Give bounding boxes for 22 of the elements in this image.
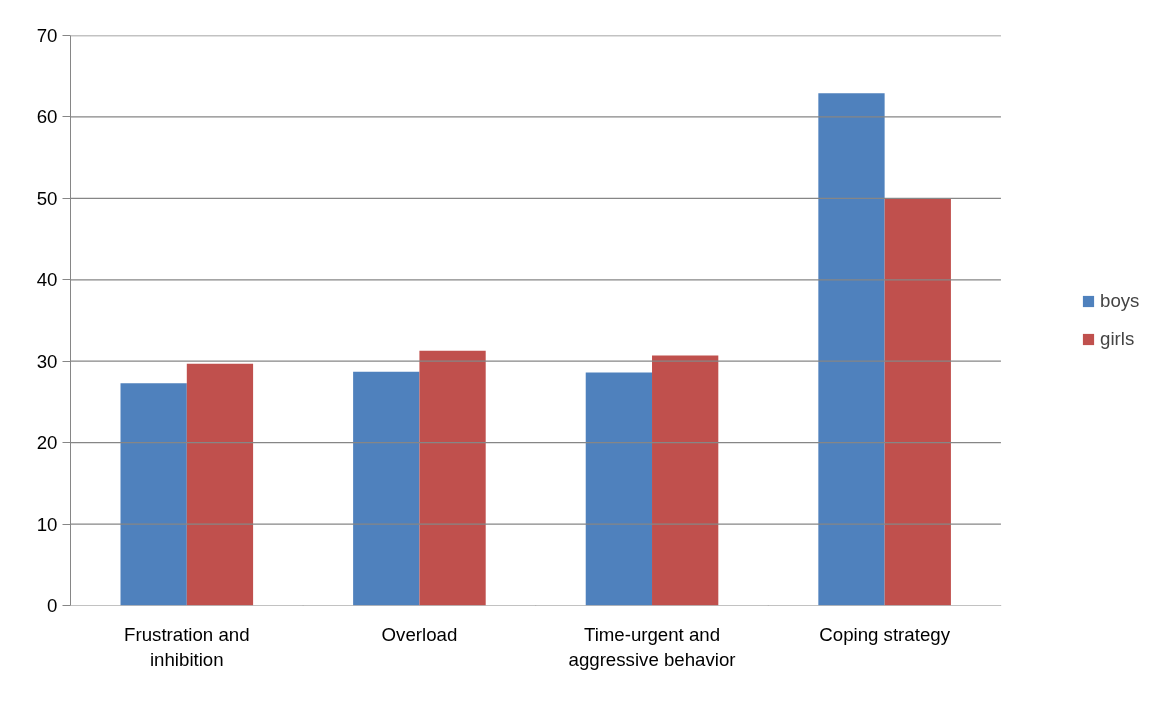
- y-tick-label: 20: [36, 432, 58, 454]
- legend-label: boys: [1100, 290, 1140, 312]
- y-tick-label: 30: [36, 350, 58, 372]
- bar: [186, 363, 254, 606]
- y-tick-label: 10: [36, 513, 58, 535]
- y-tick-label: 60: [36, 106, 58, 128]
- bar: [818, 93, 885, 606]
- bar: [884, 198, 951, 606]
- bar: [652, 355, 719, 606]
- bar: [585, 372, 653, 606]
- y-tick-label: 70: [36, 25, 58, 46]
- x-tick-label: Time-urgent and aggressive behavior: [568, 623, 736, 670]
- y-tick-label: 50: [36, 187, 58, 209]
- bar: [120, 383, 187, 606]
- x-tick-label: Overload: [381, 623, 458, 645]
- y-tick-label: 40: [36, 269, 58, 291]
- x-tick-label: Coping strategy: [819, 623, 951, 645]
- bar: [353, 371, 420, 606]
- y-tick-label: 0: [47, 595, 58, 616]
- bar: [419, 350, 486, 606]
- x-tick-label: Frustration and inhibition: [124, 623, 250, 670]
- legend-label: girls: [1100, 328, 1136, 350]
